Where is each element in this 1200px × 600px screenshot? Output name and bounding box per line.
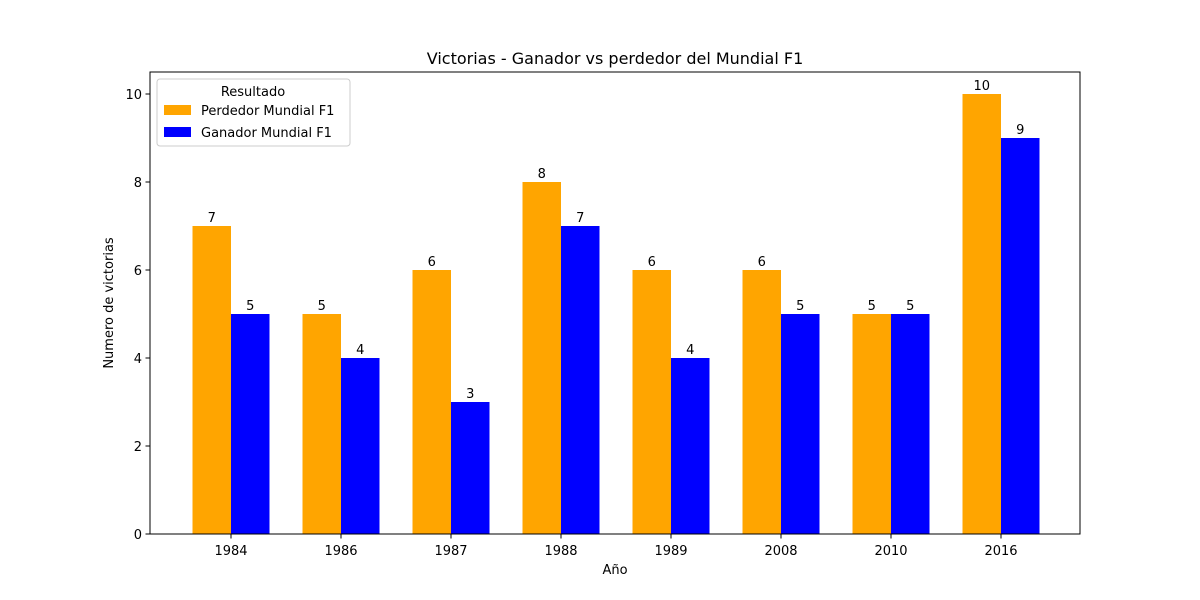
legend-swatch-ganador (164, 127, 191, 137)
legend-title: Resultado (221, 85, 285, 100)
bar-perdedor-1989 (632, 270, 671, 534)
bar-value-label-ganador-2016: 9 (1016, 123, 1024, 138)
x-tick-label: 1984 (214, 544, 247, 559)
y-axis-ticks: 0 2 4 6 8 10 (125, 88, 150, 543)
bar-value-label-ganador-1986: 4 (356, 343, 364, 358)
legend-label-ganador: Ganador Mundial F1 (201, 126, 332, 141)
bar-ganador-1988 (561, 226, 600, 534)
bar-value-label-ganador-1984: 5 (246, 299, 254, 314)
bar-perdedor-1988 (522, 182, 561, 534)
bar-perdedor-2016 (962, 94, 1001, 534)
bar-perdedor-2008 (742, 270, 781, 534)
bar-value-label-perdedor-1984: 7 (208, 211, 216, 226)
y-tick-label: 8 (134, 176, 142, 191)
x-axis-ticks: 1984 1986 1987 1988 1989 2008 2010 2016 (214, 534, 1018, 559)
bar-value-label-ganador-2010: 5 (906, 299, 914, 314)
x-tick-label: 2010 (874, 544, 907, 559)
y-tick-label: 0 (134, 528, 142, 543)
x-tick-label: 2008 (764, 544, 797, 559)
y-tick-label: 4 (134, 352, 142, 367)
x-tick-label: 2016 (984, 544, 1017, 559)
bar-value-label-ganador-1987: 3 (466, 387, 474, 402)
legend-box (156, 78, 351, 147)
legend: Resultado Perdedor Mundial F1 Ganador Mu… (156, 78, 351, 147)
bar-ganador-2010 (891, 314, 930, 534)
x-tick-label: 1986 (324, 544, 357, 559)
bar-ganador-2008 (781, 314, 820, 534)
y-tick-label: 6 (134, 264, 142, 279)
bar-perdedor-1986 (302, 314, 341, 534)
legend-label-perdedor: Perdedor Mundial F1 (201, 104, 334, 119)
bar-ganador-2016 (1001, 138, 1040, 534)
bar-ganador-1986 (341, 358, 380, 534)
bar-value-label-ganador-2008: 5 (796, 299, 804, 314)
bar-value-label-perdedor-1986: 5 (318, 299, 326, 314)
bar-perdedor-1987 (412, 270, 451, 534)
bar-value-label-perdedor-2010: 5 (868, 299, 876, 314)
chart-title: Victorias - Ganador vs perdedor del Mund… (427, 49, 804, 68)
y-tick-label: 10 (125, 88, 142, 103)
bar-ganador-1989 (671, 358, 710, 534)
bar-value-label-ganador-1989: 4 (686, 343, 694, 358)
bar-labels-group: 7 5 6 8 6 6 5 10 5 4 3 7 4 5 5 9 (208, 79, 1025, 402)
x-tick-label: 1988 (544, 544, 577, 559)
x-tick-label: 1987 (434, 544, 467, 559)
bars-group (192, 94, 1040, 534)
bar-value-label-perdedor-1987: 6 (428, 255, 436, 270)
y-tick-label: 2 (134, 440, 142, 455)
bar-value-label-perdedor-2008: 6 (758, 255, 766, 270)
x-tick-label: 1989 (654, 544, 687, 559)
bar-value-label-perdedor-2016: 10 (973, 79, 990, 94)
legend-swatch-perdedor (164, 105, 191, 115)
y-axis-label: Numero de victorias (102, 237, 117, 369)
plot-frame (149, 71, 1081, 535)
bar-value-label-perdedor-1989: 6 (648, 255, 656, 270)
bar-value-label-ganador-1988: 7 (576, 211, 584, 226)
x-axis-label: Año (602, 563, 627, 578)
bar-ganador-1987 (451, 402, 490, 534)
bar-ganador-1984 (231, 314, 270, 534)
bar-perdedor-2010 (852, 314, 891, 534)
bar-perdedor-1984 (192, 226, 231, 534)
bar-value-label-perdedor-1988: 8 (538, 167, 546, 182)
